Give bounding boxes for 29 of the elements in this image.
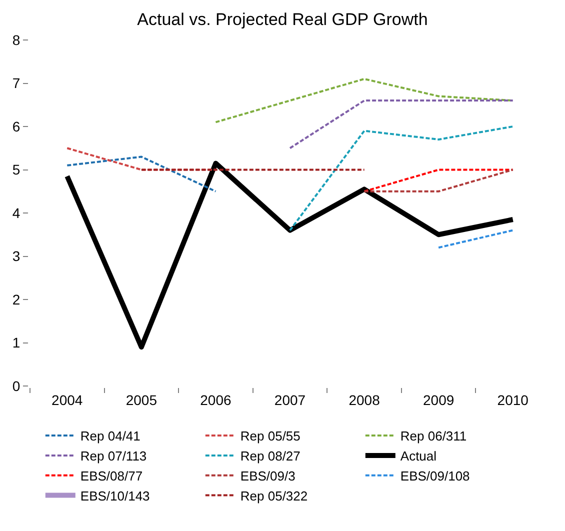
legend-label: Rep 06/311: [400, 428, 467, 444]
legend-label: Rep 05/55: [240, 428, 300, 444]
x-tick-label: 2007: [274, 392, 306, 408]
y-tick-label: 6: [12, 118, 20, 134]
legend-label: EBS/09/3: [240, 468, 296, 484]
x-tick-label: 2006: [200, 392, 232, 408]
legend-label: EBS/10/143: [80, 488, 150, 504]
legend-label: EBS/09/108: [400, 468, 470, 484]
y-tick-label: 4: [12, 204, 20, 221]
y-tick-label: 3: [12, 248, 20, 264]
legend-label: EBS/08/77: [80, 468, 143, 484]
y-tick-label: 1: [12, 334, 20, 351]
y-tick-label: 8: [12, 32, 20, 48]
x-tick-label: 2010: [497, 392, 529, 408]
legend-label: Rep 04/41: [80, 428, 140, 444]
y-tick-label: 5: [12, 162, 20, 178]
x-tick-label: 2005: [126, 392, 158, 408]
x-tick-label: 2004: [52, 392, 83, 408]
line-series: [289, 126, 514, 232]
legend-label: Rep 08/27: [240, 448, 300, 464]
x-tick-label: 2008: [348, 392, 380, 408]
legend-label: Rep 07/113: [80, 448, 147, 464]
legend-label: Rep 05/322: [240, 488, 308, 504]
y-tick-label: 7: [12, 75, 20, 92]
y-tick-label: 0: [12, 378, 20, 394]
y-tick-label: 2: [12, 291, 20, 308]
legend-label: Actual: [400, 448, 437, 464]
x-tick-label: 2009: [422, 392, 454, 408]
chart-title: Actual vs. Projected Real GDP Growth: [137, 10, 428, 30]
